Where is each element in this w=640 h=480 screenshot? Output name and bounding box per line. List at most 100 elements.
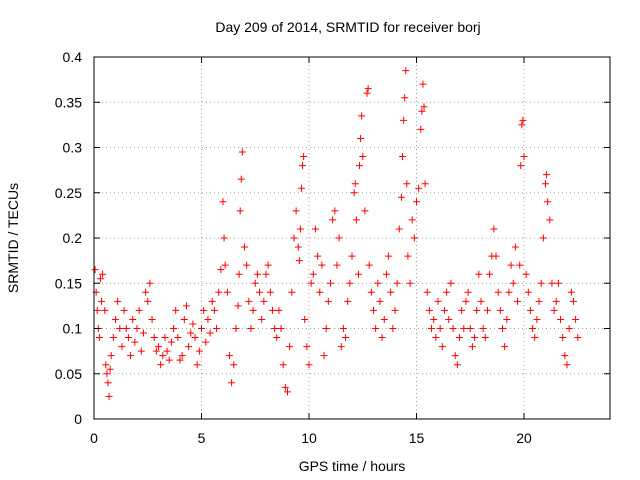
data-point bbox=[275, 306, 283, 314]
data-point bbox=[161, 334, 169, 342]
data-point bbox=[238, 148, 246, 156]
data-point bbox=[182, 302, 190, 310]
data-point bbox=[243, 261, 251, 269]
data-point bbox=[466, 325, 474, 332]
data-point bbox=[178, 352, 186, 360]
data-point bbox=[569, 297, 577, 305]
data-point bbox=[403, 180, 411, 188]
data-point bbox=[131, 338, 139, 346]
data-point bbox=[511, 243, 519, 251]
data-point bbox=[554, 279, 562, 287]
data-point bbox=[539, 234, 547, 242]
y-tick-label: 0.35 bbox=[55, 94, 82, 110]
data-point bbox=[262, 270, 270, 278]
data-point bbox=[144, 297, 152, 305]
data-point bbox=[200, 306, 208, 314]
data-point bbox=[122, 325, 130, 332]
data-point bbox=[236, 207, 244, 215]
data-point bbox=[537, 279, 545, 287]
y-tick-label: 0.4 bbox=[63, 49, 83, 65]
data-point bbox=[318, 261, 326, 269]
data-point bbox=[288, 288, 296, 296]
data-point bbox=[271, 325, 279, 332]
data-point bbox=[372, 325, 380, 332]
data-point bbox=[237, 175, 245, 183]
data-point bbox=[415, 184, 423, 192]
y-tick-label: 0 bbox=[74, 411, 82, 427]
data-point bbox=[225, 352, 233, 360]
data-point bbox=[529, 325, 537, 332]
data-point bbox=[163, 347, 171, 355]
data-point bbox=[109, 334, 117, 342]
data-point bbox=[565, 325, 573, 332]
data-point bbox=[501, 343, 509, 351]
data-point bbox=[235, 270, 243, 278]
data-point bbox=[300, 153, 308, 161]
data-point bbox=[359, 153, 367, 161]
data-point bbox=[524, 288, 532, 296]
data-point bbox=[397, 193, 405, 201]
data-point bbox=[417, 125, 425, 133]
data-point bbox=[139, 329, 147, 337]
data-point bbox=[210, 306, 218, 314]
data-point bbox=[572, 315, 580, 323]
data-point bbox=[133, 325, 141, 332]
data-point bbox=[358, 112, 366, 120]
data-point bbox=[399, 153, 407, 161]
data-point bbox=[460, 325, 468, 332]
data-point bbox=[352, 216, 360, 224]
data-point bbox=[120, 306, 128, 314]
grid bbox=[94, 57, 610, 419]
data-point bbox=[423, 288, 431, 296]
data-point bbox=[517, 162, 525, 170]
y-axis-label: SRMTID / TECUs bbox=[5, 183, 21, 293]
data-point bbox=[430, 315, 438, 323]
data-point bbox=[370, 306, 377, 314]
data-point bbox=[189, 320, 197, 328]
data-point bbox=[542, 180, 549, 188]
data-point bbox=[230, 361, 238, 369]
data-point bbox=[443, 288, 451, 296]
data-point bbox=[191, 334, 199, 342]
data-point bbox=[342, 334, 350, 342]
data-point bbox=[307, 279, 315, 287]
data-point bbox=[518, 121, 526, 129]
data-point bbox=[440, 306, 448, 314]
data-point bbox=[96, 275, 104, 283]
data-point bbox=[260, 297, 268, 305]
data-point bbox=[193, 361, 201, 369]
data-point bbox=[322, 325, 330, 332]
data-point bbox=[91, 266, 99, 274]
data-point bbox=[150, 334, 158, 342]
data-point bbox=[124, 334, 132, 342]
data-point bbox=[561, 352, 569, 360]
data-point bbox=[380, 315, 388, 323]
data-point bbox=[516, 261, 524, 269]
data-point bbox=[458, 306, 466, 314]
data-point bbox=[453, 361, 461, 369]
data-point bbox=[296, 225, 304, 233]
data-point bbox=[526, 306, 534, 314]
data-point bbox=[165, 356, 173, 364]
data-point bbox=[104, 379, 112, 387]
data-point bbox=[320, 352, 328, 360]
data-point bbox=[299, 162, 307, 170]
data-point bbox=[118, 343, 126, 351]
data-point bbox=[408, 216, 416, 224]
data-point bbox=[241, 243, 248, 251]
data-point bbox=[382, 270, 390, 278]
data-point bbox=[376, 297, 384, 305]
data-point bbox=[219, 198, 227, 206]
data-point bbox=[215, 288, 223, 296]
data-point bbox=[204, 315, 212, 323]
data-point bbox=[354, 270, 362, 278]
data-point bbox=[339, 325, 347, 332]
data-point bbox=[309, 270, 317, 278]
data-point bbox=[486, 270, 494, 278]
data-point bbox=[492, 252, 500, 260]
data-point bbox=[519, 116, 527, 124]
data-point bbox=[494, 288, 502, 296]
data-point bbox=[305, 361, 313, 369]
data-point bbox=[102, 361, 110, 369]
